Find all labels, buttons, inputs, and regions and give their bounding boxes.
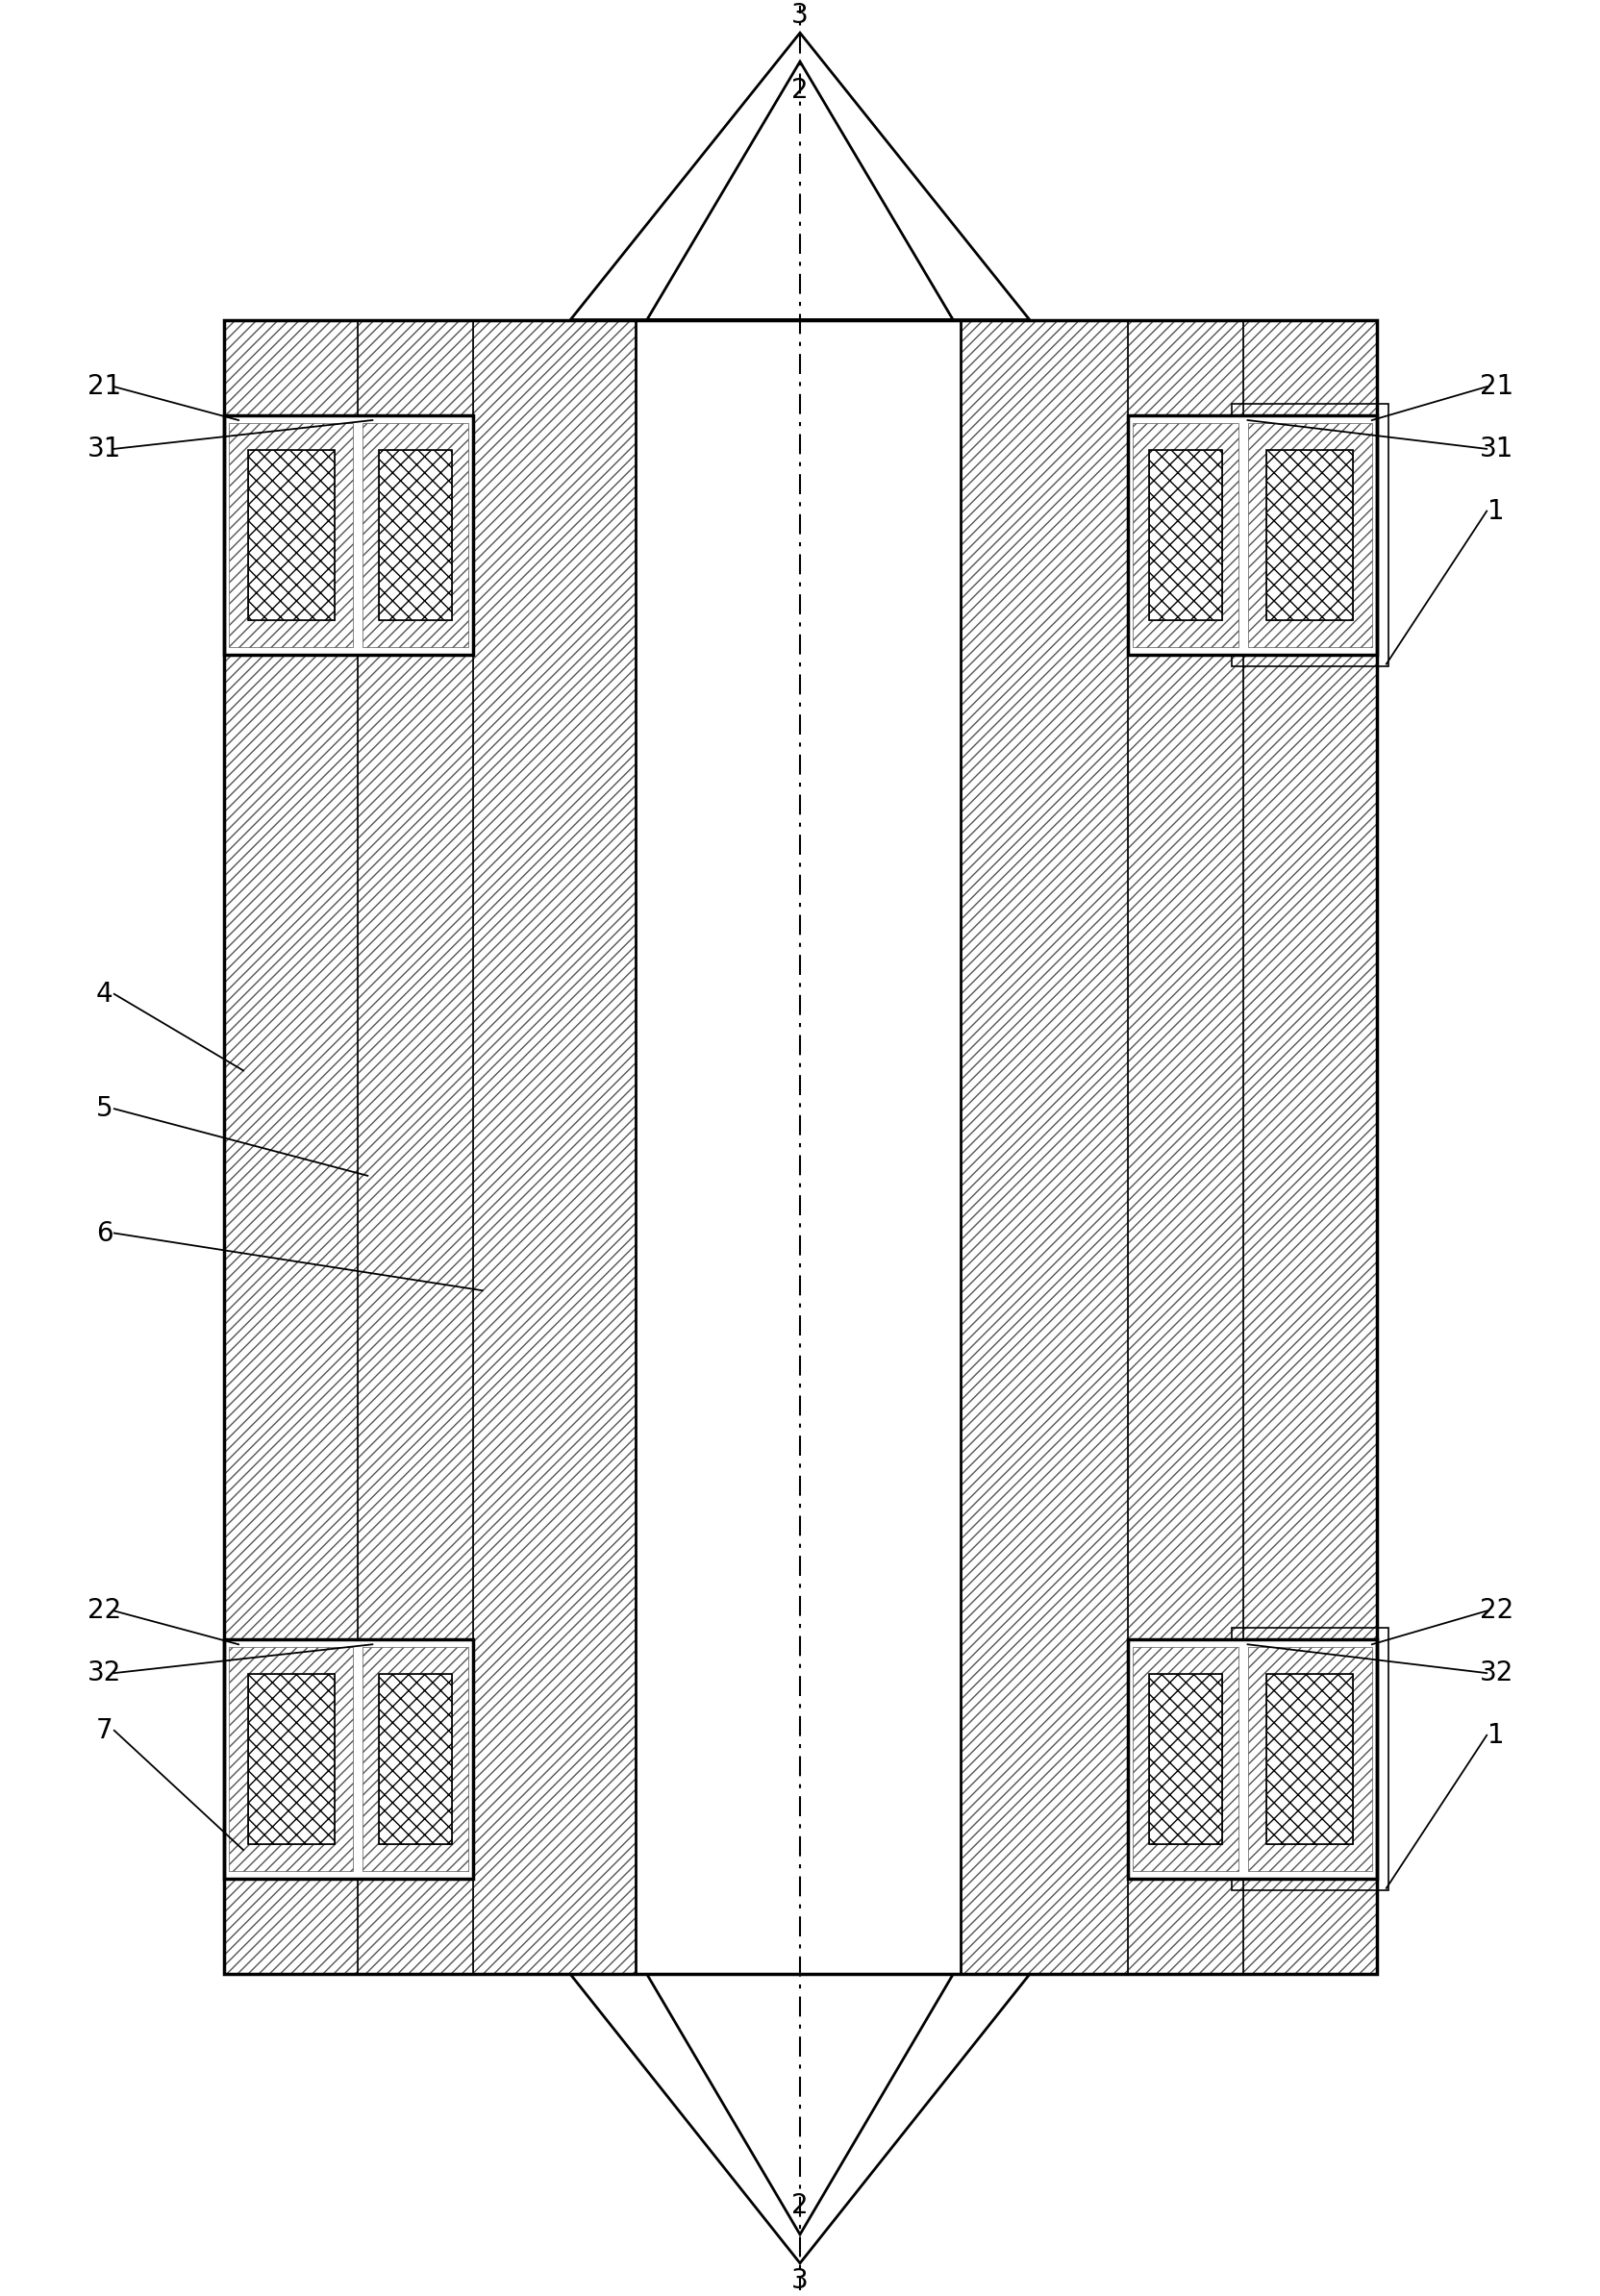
Bar [229, 1646, 354, 1871]
Bar [248, 450, 334, 620]
Text: 32: 32 [88, 1660, 122, 1688]
Text: 1: 1 [1486, 498, 1504, 523]
Text: 32: 32 [1478, 1660, 1512, 1688]
Bar [224, 319, 1376, 1975]
Text: 3: 3 [790, 2, 808, 30]
Bar [1133, 1646, 1237, 1871]
Bar [1266, 1674, 1352, 1844]
Bar [248, 1674, 334, 1844]
Bar [1246, 422, 1371, 647]
Bar [224, 319, 358, 1975]
Bar [1128, 1639, 1376, 1878]
Bar [1147, 1674, 1221, 1844]
Text: 31: 31 [88, 436, 122, 461]
Bar [1266, 450, 1352, 620]
Text: 2: 2 [790, 2193, 808, 2220]
Bar [379, 450, 453, 620]
Bar [1128, 416, 1376, 654]
Bar [363, 422, 467, 647]
Bar [229, 422, 354, 647]
Bar [1242, 319, 1376, 1975]
Text: 1: 1 [1486, 1722, 1504, 1750]
Bar [248, 450, 334, 620]
Bar [224, 416, 472, 654]
Bar [1266, 1674, 1352, 1844]
Bar [358, 319, 472, 1975]
Text: 5: 5 [96, 1095, 114, 1123]
Text: 31: 31 [1478, 436, 1512, 461]
Text: 2: 2 [790, 76, 808, 103]
Text: 3: 3 [790, 2266, 808, 2294]
Bar [635, 319, 960, 1975]
Bar [379, 450, 453, 620]
Bar [379, 1674, 453, 1844]
Bar [1230, 404, 1387, 666]
Bar [960, 319, 1128, 1975]
Text: 4: 4 [96, 980, 114, 1008]
Text: 22: 22 [88, 1598, 122, 1623]
Text: 7: 7 [96, 1717, 114, 1745]
Bar [1266, 450, 1352, 620]
Bar [379, 1674, 453, 1844]
Text: 22: 22 [1478, 1598, 1512, 1623]
Bar [363, 1646, 467, 1871]
Bar [1133, 422, 1237, 647]
Bar [1147, 450, 1221, 620]
Bar [1147, 450, 1221, 620]
Bar [1128, 319, 1242, 1975]
Bar [472, 319, 635, 1975]
Bar [248, 1674, 334, 1844]
Bar [1246, 1646, 1371, 1871]
Text: 6: 6 [96, 1219, 114, 1247]
Bar [224, 1639, 472, 1878]
Text: 21: 21 [88, 374, 122, 400]
Text: 21: 21 [1478, 374, 1512, 400]
Bar [1147, 1674, 1221, 1844]
Bar [1230, 1628, 1387, 1890]
